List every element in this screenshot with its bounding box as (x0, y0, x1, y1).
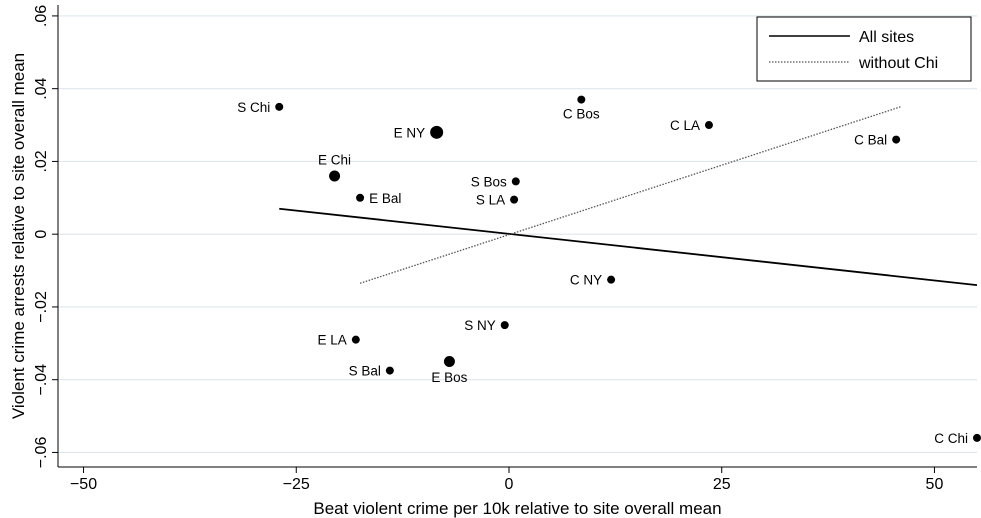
legend-label: All sites (859, 29, 914, 46)
x-tick-label: 50 (926, 476, 944, 493)
data-point (351, 335, 360, 344)
point-label: S Bal (349, 364, 381, 379)
y-tick-label: .02 (33, 150, 50, 172)
data-point (430, 125, 444, 139)
legend-label: without Chi (858, 55, 938, 72)
point-label: S LA (476, 193, 505, 208)
legend-box (756, 16, 972, 82)
data-point (500, 321, 509, 330)
data-point (443, 356, 455, 368)
point-label: C Bal (854, 133, 887, 148)
data-point (511, 177, 520, 186)
y-tick-label: .04 (33, 77, 50, 99)
axes: −.06 −.04 −.02 0 .02 .04 .06 −50 −25 0 25 50 (33, 5, 977, 493)
data-points: S Chi E Chi E Bal E NY C Bos S Bos S LA C LA C B… (237, 95, 981, 446)
fit-lines (279, 106, 978, 287)
y-tick-label: −.04 (33, 364, 50, 396)
data-point (607, 275, 616, 284)
point-label: S NY (464, 318, 496, 333)
y-tick-label: 0 (33, 230, 50, 239)
grid-lines (58, 15, 977, 454)
y-tick-label: .06 (33, 5, 50, 27)
fit-line-all-sites (279, 207, 978, 287)
x-tick-label: −25 (283, 476, 310, 493)
point-label: E Bal (369, 191, 401, 206)
x-axis-title: Beat violent crime per 10k relative to s… (313, 499, 721, 518)
y-tick-label: −.06 (33, 437, 50, 469)
point-label: S Chi (237, 100, 270, 115)
data-point (510, 195, 519, 204)
point-label: E Chi (318, 152, 351, 167)
point-label: C LA (670, 118, 700, 133)
data-point (275, 102, 284, 111)
point-label: E LA (318, 333, 347, 348)
data-point (704, 121, 713, 130)
point-label: C Bos (563, 107, 600, 122)
x-tick-label: −50 (70, 476, 97, 493)
y-axis-title: Violent crime arrests relative to site o… (9, 53, 28, 419)
point-label: E Bos (431, 370, 467, 385)
data-point (356, 193, 365, 202)
data-point (973, 433, 981, 442)
point-label: C Chi (934, 431, 968, 446)
point-label: C NY (570, 273, 602, 288)
data-point (329, 170, 341, 182)
data-point (577, 95, 586, 104)
x-tick-label: 25 (713, 476, 731, 493)
point-label: E NY (394, 125, 426, 140)
legend: All sites without Chi (756, 16, 972, 82)
data-point (892, 135, 901, 144)
point-label: S Bos (471, 174, 507, 189)
data-point (385, 366, 394, 375)
y-tick-label: −.02 (33, 291, 50, 323)
x-tick-label: 0 (505, 476, 514, 493)
